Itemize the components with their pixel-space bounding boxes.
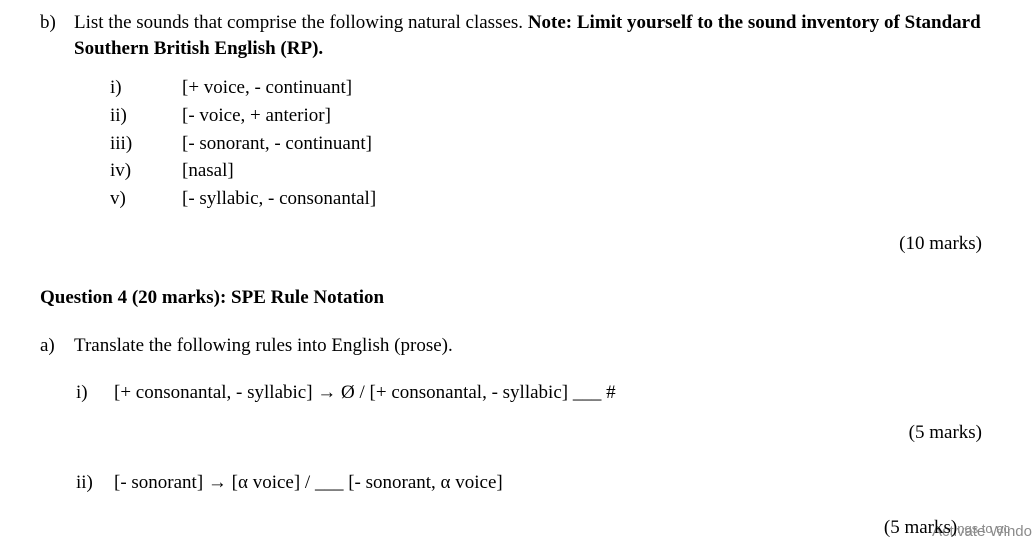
rule-item: ii) [- sonorant] → [α voice] / ___ [- so… — [76, 470, 1004, 496]
item-num: i) — [110, 75, 182, 101]
rule-text: [- sonorant] → [α voice] / ___ [- sonora… — [114, 470, 1004, 496]
item-text: [- syllabic, - consonantal] — [182, 186, 1004, 212]
rule-num: ii) — [76, 470, 114, 496]
rule-marks-overlap: (5 marks)ngs to ac — [884, 515, 1010, 541]
list-item: v) [- syllabic, - consonantal] — [110, 186, 1004, 212]
rule-item: i) [+ consonantal, - syllabic] → Ø / [+ … — [76, 380, 1004, 406]
watermark-line2-trail: ngs to ac — [957, 521, 1010, 536]
rule-marks: (5 marks) — [40, 420, 1004, 446]
item-num: iv) — [110, 158, 182, 184]
question-4-heading: Question 4 (20 marks): SPE Rule Notation — [40, 285, 1004, 311]
item-text: [+ voice, - continuant] — [182, 75, 1004, 101]
item-text: [- sonorant, - continuant] — [182, 131, 1004, 157]
part-b-body: List the sounds that comprise the follow… — [74, 10, 1004, 217]
rule-ii-marks: (5 marks) — [884, 517, 957, 538]
part-b-intro-plain: List the sounds that comprise the follow… — [74, 12, 528, 33]
part-b-list: i) [+ voice, - continuant] ii) [- voice,… — [110, 75, 1004, 211]
item-text: [nasal] — [182, 158, 1004, 184]
part-a-label: a) — [40, 333, 74, 359]
part-a-prompt: Translate the following rules into Engli… — [74, 333, 1004, 359]
list-item: iv) [nasal] — [110, 158, 1004, 184]
item-num: v) — [110, 186, 182, 212]
item-num: ii) — [110, 103, 182, 129]
list-item: i) [+ voice, - continuant] — [110, 75, 1004, 101]
rule-text: [+ consonantal, - syllabic] → Ø / [+ con… — [114, 380, 1004, 406]
exam-page: b) List the sounds that comprise the fol… — [0, 0, 1032, 551]
item-num: iii) — [110, 131, 182, 157]
rule-num: i) — [76, 380, 114, 406]
part-b-label: b) — [40, 10, 74, 36]
list-item: iii) [- sonorant, - continuant] — [110, 131, 1004, 157]
part-b: b) List the sounds that comprise the fol… — [40, 10, 1004, 217]
item-text: [- voice, + anterior] — [182, 103, 1004, 129]
part-b-marks: (10 marks) — [40, 231, 1004, 257]
part-a: a) Translate the following rules into En… — [40, 333, 1004, 359]
list-item: ii) [- voice, + anterior] — [110, 103, 1004, 129]
